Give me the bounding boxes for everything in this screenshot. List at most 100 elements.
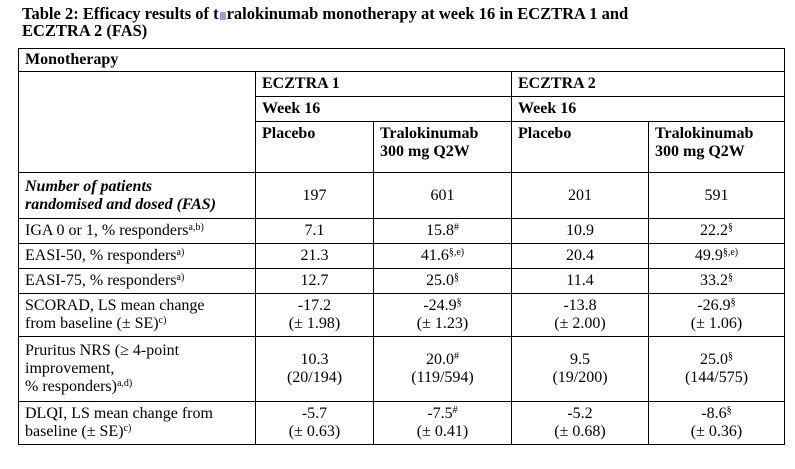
arm-label-line1: Tralokinumab [380,125,479,142]
row-label-text: EASI-50, % responders [25,247,177,264]
row-label-line: DLQI, LS mean change from [25,405,213,422]
study-name-ecztra2: ECZTRA 2 [511,71,785,97]
footnote-marker: a,d) [116,378,133,389]
table-row-pruritus: Pruritus NRS (≥ 4-point improvement, % r… [18,336,785,402]
significance-marker: § [728,222,733,233]
value-se: (± 1.23) [416,315,469,332]
value: -17.2 [297,297,332,314]
row-label: Pruritus NRS (≥ 4-point improvement, % r… [18,336,256,402]
study-name-ecztra1: ECZTRA 1 [255,71,512,97]
value-cell: -26.9§ (± 1.06) [648,293,785,337]
significance-marker: § [726,405,732,416]
row-label-line: randomised and dosed (FAS) [25,195,216,213]
significance-marker: # [454,351,459,362]
arm-header-row: Placebo Tralokinumab 300 mg Q2W Placebo T… [19,121,785,173]
row-label: EASI-50, % respondersa) [18,243,256,269]
value: 21.3 [300,247,329,264]
row-label: IGA 0 or 1, % respondersa,b) [18,218,256,244]
value: 20.0 [426,351,454,368]
value-cell: 22.2§ [648,218,785,244]
arm-label: Placebo [518,125,572,142]
arm-tralo-ecztra2: Tralokinumab 300 mg Q2W [648,121,785,173]
value-se: (± 0.41) [416,423,469,440]
value: -7.5 [427,405,453,422]
row-label-line: Pruritus NRS (≥ 4-point [25,342,180,359]
week-ecztra2: Week 16 [511,96,785,122]
table-row-patients: Number of patients randomised and dosed … [18,172,785,219]
value-cell: 20.4 [511,243,649,269]
value-cell: 12.7 [255,268,374,294]
row-label: DLQI, LS mean change from baseline (± SE… [18,401,256,445]
row-label-text: EASI-75, % responders [25,272,177,289]
value-cell: -13.8 (± 2.00) [511,293,649,337]
table-row-iga: IGA 0 or 1, % respondersa,b) 7.1 15.8# 1… [18,218,785,244]
row-label-text: IGA 0 or 1, % responders [25,222,189,239]
value-se: (± 2.00) [554,315,606,332]
value: -5.7 [301,405,328,422]
value: -26.9 [697,297,731,314]
significance-marker: § [728,272,733,283]
significance-marker: §,e) [722,247,739,258]
value-count: (144/575) [684,369,749,386]
row-label-line: baseline (± SE) [25,423,124,440]
value-cell: 33.2§ [648,268,785,294]
value: 15.8 [426,222,454,239]
week-header-row: Week 16 Week 16 [19,96,785,122]
value-cell: 21.3 [255,243,374,269]
value-cell: 201 [511,172,649,219]
value: -13.8 [563,297,597,314]
value: 25.0 [700,351,728,368]
value: 9.5 [570,351,590,368]
footnote-marker: a) [176,247,185,258]
value-cell: 15.8# [373,218,512,244]
value: 197 [302,186,327,204]
value-cell: 49.9§,e) [648,243,785,269]
value-cell: 7.1 [255,218,374,244]
row-label-line: from baseline (± SE) [25,315,159,332]
significance-marker: § [730,297,736,308]
significance-marker: §,e) [448,247,465,258]
section-header-row: Monotherapy [18,48,785,72]
value-count: (20/194) [286,369,343,386]
table-row-easi50: EASI-50, % respondersa) 21.3 41.6§,e) 20… [18,243,785,269]
row-label: Number of patients randomised and dosed … [18,172,256,219]
table-row-scorad: SCORAD, LS mean change from baseline (± … [18,293,785,337]
value-cell: 25.0§ (144/575) [648,336,785,402]
footnote-marker: a) [176,272,185,283]
arm-label: Placebo [262,125,316,142]
value-cell: 20.0# (119/594) [373,336,512,402]
value-se: (± 0.36) [690,423,743,440]
caption-part-1: Table 2: Efficacy results of t [22,4,219,23]
row-label-line: % responders) [25,378,117,395]
text-cursor-icon [219,12,226,20]
table-row-dlqi: DLQI, LS mean change from baseline (± SE… [18,401,785,445]
value-se: (± 0.68) [554,423,606,440]
table-caption: Table 2: Efficacy results of t ralokinuma… [22,5,782,39]
value-cell: 25.0§ [373,268,512,294]
significance-marker: § [454,272,459,283]
value-cell: 41.6§,e) [373,243,512,269]
value-cell: -5.7 (± 0.63) [255,401,374,445]
value: 49.9 [694,247,723,264]
row-label-line: Number of patients [25,177,153,195]
value-cell: 591 [648,172,785,219]
value: 10.9 [566,222,594,239]
value: 7.1 [304,222,325,239]
significance-marker: § [456,297,462,308]
arm-placebo-ecztra2: Placebo [511,121,649,173]
value: 201 [568,186,592,204]
value: -24.9 [423,297,457,314]
significance-marker: # [452,405,458,416]
footnote-marker: c) [158,315,167,326]
caption-line-2: ECZTRA 2 (FAS) [22,21,148,40]
value: 11.4 [566,272,594,289]
value-count: (119/594) [411,369,474,386]
value-se: (± 1.98) [288,315,341,332]
value: 10.3 [300,351,329,368]
significance-marker: § [728,351,733,362]
arm-label-line1: Tralokinumab [655,125,754,142]
arm-tralo-ecztra1: Tralokinumab 300 mg Q2W [373,121,512,173]
row-label: SCORAD, LS mean change from baseline (± … [18,293,256,337]
row-label-line: SCORAD, LS mean change [25,297,205,314]
value: 12.7 [300,272,329,289]
